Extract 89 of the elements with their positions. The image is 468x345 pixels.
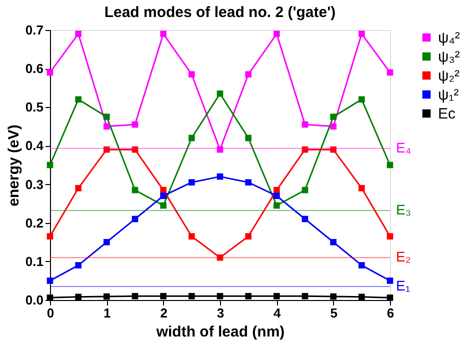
point (46, 162, 54, 168)
point (358, 262, 365, 268)
point (75, 184, 82, 192)
point (104, 293, 110, 300)
point (132, 186, 138, 194)
point (104, 146, 110, 153)
point (160, 292, 166, 300)
point (75, 30, 82, 38)
point (160, 30, 166, 38)
legend-label: Ec (438, 106, 456, 122)
y-tick-label: 0.5 (25, 100, 44, 115)
point (245, 233, 252, 240)
y-tick-label: 0.0 (25, 292, 44, 308)
point (386, 69, 394, 76)
point (188, 292, 195, 300)
x-tick-label: 1 (104, 306, 111, 320)
point (358, 294, 365, 300)
point (386, 162, 394, 168)
point (188, 179, 195, 186)
point (358, 96, 365, 103)
y-tick-label: 0.2 (25, 215, 44, 230)
point (75, 294, 82, 300)
point (386, 278, 394, 284)
point (302, 121, 308, 128)
x-tick-label: 2 (160, 306, 168, 320)
x-tick-label: 0 (46, 306, 54, 320)
point (160, 192, 166, 200)
legend-label: ψ₁² (438, 86, 459, 104)
point (216, 146, 224, 153)
point (274, 30, 280, 38)
legend-label: ψ₃² (438, 48, 460, 66)
point (330, 123, 336, 130)
point (75, 262, 82, 268)
point (274, 202, 280, 209)
point (132, 121, 138, 128)
point (386, 294, 394, 301)
y-tick-label: 0.7 (25, 22, 44, 38)
point (358, 184, 365, 192)
x-tick-label: 3 (216, 306, 224, 320)
ref-line-label: E₄ (396, 139, 412, 156)
point (132, 216, 138, 222)
point (46, 278, 54, 284)
y-tick-label: 0.1 (25, 254, 44, 269)
point (274, 292, 280, 300)
point (188, 233, 195, 240)
point (46, 233, 54, 240)
point (188, 71, 195, 78)
point (330, 293, 336, 300)
point (216, 90, 224, 97)
point (75, 96, 82, 103)
y-axis-title: energy (eV) (5, 124, 22, 206)
point (216, 254, 224, 261)
chart-title: Lead modes of lead no. 2 ('gate') (104, 4, 336, 21)
point (245, 134, 252, 142)
point (245, 71, 252, 78)
point (216, 292, 224, 300)
legend-label: ψ₄² (438, 30, 460, 46)
ref-line-label: E₁ (396, 278, 410, 294)
point (160, 202, 166, 209)
x-tick-label: 5 (330, 306, 338, 320)
point (302, 186, 308, 194)
point (104, 238, 110, 246)
point (245, 179, 252, 186)
point (330, 238, 336, 246)
x-axis-title: width of lead (nm) (155, 324, 285, 340)
point (330, 146, 336, 153)
y-tick-label: 0.6 (25, 61, 44, 76)
point (302, 292, 308, 300)
y-tick-label: 0.3 (25, 176, 44, 192)
x-tick-label: 4 (274, 306, 282, 320)
ref-line-label: E₂ (396, 248, 411, 265)
x-tick-label: 6 (386, 306, 394, 320)
point (132, 292, 138, 300)
point (358, 30, 365, 38)
point (274, 192, 280, 200)
point (188, 134, 195, 142)
y-tick-label: 0.4 (25, 138, 44, 154)
ref-line-label: E₃ (396, 202, 412, 218)
point (132, 146, 138, 153)
point (46, 69, 54, 76)
point (302, 216, 308, 222)
point (386, 233, 394, 240)
point (104, 114, 110, 120)
point (330, 114, 336, 120)
legend-label: ψ₂² (438, 68, 460, 84)
point (302, 146, 308, 153)
point (104, 123, 110, 130)
point (216, 173, 224, 180)
point (245, 292, 252, 300)
